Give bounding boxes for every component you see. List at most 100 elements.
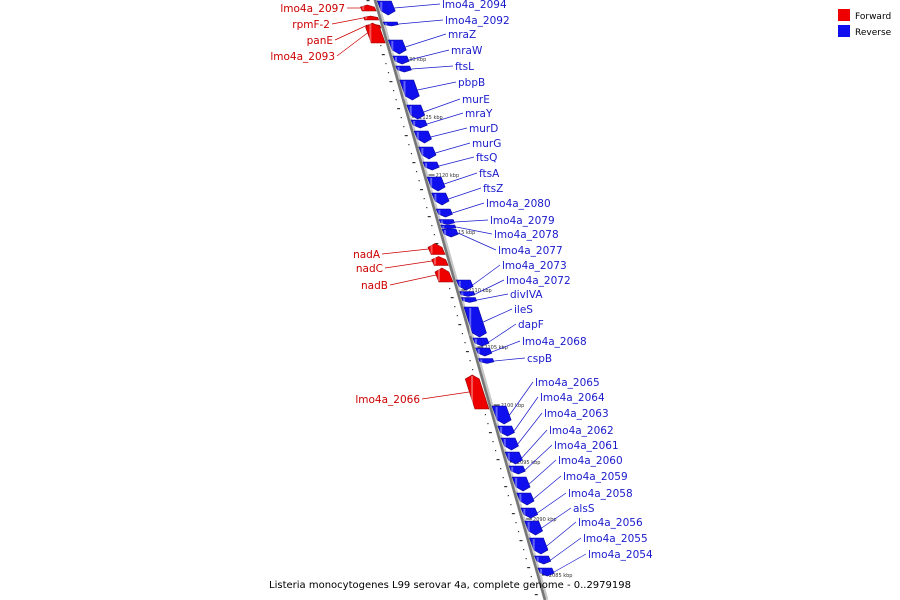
gene-arrow[interactable] xyxy=(534,555,552,565)
gene-label[interactable]: mraW xyxy=(451,45,483,57)
gene-mraW[interactable]: mraW xyxy=(392,45,483,65)
gene-label[interactable]: lmo4a_2073 xyxy=(502,260,567,272)
gene-label[interactable]: lmo4a_2061 xyxy=(554,440,619,452)
gene-murG[interactable]: murG xyxy=(418,138,502,160)
gene-label[interactable]: panE xyxy=(307,35,333,47)
gene-lmo4a_2064[interactable]: lmo4a_2064 xyxy=(497,392,605,437)
gene-dapF[interactable]: dapF xyxy=(472,319,544,347)
gene-label[interactable]: murE xyxy=(462,94,490,106)
gene-arrow[interactable] xyxy=(427,243,446,255)
gene-lmo4a_2080[interactable]: lmo4a_2080 xyxy=(435,198,551,218)
gene-label[interactable]: mraY xyxy=(465,108,493,120)
gene-arrow[interactable] xyxy=(511,476,531,492)
gene-lmo4a_2092[interactable]: lmo4a_2092 xyxy=(382,15,510,27)
gene-arrow[interactable] xyxy=(508,465,526,475)
gene-label[interactable]: nadC xyxy=(356,263,383,275)
gene-arrow[interactable] xyxy=(500,437,519,451)
gene-arrow[interactable] xyxy=(434,267,454,283)
gene-ftsL[interactable]: ftsL xyxy=(395,61,474,73)
gene-arrow[interactable] xyxy=(441,228,459,238)
gene-lmo4a_2059[interactable]: lmo4a_2059 xyxy=(516,471,628,506)
gene-label[interactable]: lmo4a_2078 xyxy=(494,229,559,241)
gene-nadA[interactable]: nadA xyxy=(353,243,446,262)
gene-label[interactable]: ftsZ xyxy=(483,183,503,195)
gene-arrow[interactable] xyxy=(516,492,535,506)
gene-arrow[interactable] xyxy=(431,256,449,266)
gene-lmo4a_2078[interactable]: lmo4a_2078 xyxy=(440,224,559,241)
gene-lmo4a_2061[interactable]: lmo4a_2061 xyxy=(508,440,619,475)
gene-lmo4a_2072[interactable]: lmo4a_2072 xyxy=(459,275,571,297)
gene-arrow[interactable] xyxy=(537,567,555,577)
gene-arrow[interactable] xyxy=(406,104,426,120)
gene-arrow[interactable] xyxy=(464,374,490,410)
gene-arrow[interactable] xyxy=(438,219,456,225)
gene-label[interactable]: murG xyxy=(472,138,501,150)
gene-arrow[interactable] xyxy=(392,55,410,65)
gene-arrow[interactable] xyxy=(395,65,412,73)
gene-lmo4a_2068[interactable]: lmo4a_2068 xyxy=(475,336,587,357)
gene-label[interactable]: lmo4a_2097 xyxy=(280,3,345,15)
gene-label[interactable]: divIVA xyxy=(510,289,543,301)
gene-ftsZ[interactable]: ftsZ xyxy=(431,183,504,206)
gene-label[interactable]: lmo4a_2077 xyxy=(498,245,563,257)
gene-label[interactable]: lmo4a_2093 xyxy=(270,51,335,63)
gene-arrow[interactable] xyxy=(520,507,539,519)
gene-lmo4a_2077[interactable]: lmo4a_2077 xyxy=(441,228,563,257)
gene-label[interactable]: mraZ xyxy=(448,29,476,41)
gene-label[interactable]: lmo4a_2058 xyxy=(568,488,633,500)
gene-label[interactable]: lmo4a_2062 xyxy=(549,425,614,437)
gene-arrow[interactable] xyxy=(524,520,543,536)
gene-label[interactable]: lmo4a_2079 xyxy=(490,215,555,227)
gene-label[interactable]: lmo4a_2065 xyxy=(535,377,600,389)
gene-nadC[interactable]: nadC xyxy=(356,256,449,276)
gene-arrow[interactable] xyxy=(455,279,474,291)
gene-mraZ[interactable]: mraZ xyxy=(387,29,476,55)
gene-label[interactable]: cspB xyxy=(527,353,552,365)
gene-arrow[interactable] xyxy=(431,192,450,206)
gene-ileS[interactable]: ileS xyxy=(463,304,533,338)
gene-arrow[interactable] xyxy=(376,0,396,16)
gene-lmo4a_2055[interactable]: lmo4a_2055 xyxy=(534,533,648,565)
gene-label[interactable]: nadB xyxy=(361,280,388,292)
gene-label[interactable]: alsS xyxy=(573,503,595,515)
gene-lmo4a_2066[interactable]: lmo4a_2066 xyxy=(355,374,490,410)
gene-label[interactable]: lmo4a_2094 xyxy=(442,0,507,11)
gene-lmo4a_2073[interactable]: lmo4a_2073 xyxy=(455,260,567,291)
gene-label[interactable]: ftsA xyxy=(479,168,500,180)
gene-murD[interactable]: murD xyxy=(413,123,498,144)
gene-lmo4a_2097[interactable]: lmo4a_2097 xyxy=(280,3,377,15)
gene-label[interactable]: pbpB xyxy=(458,77,485,89)
gene-lmo4a_2065[interactable]: lmo4a_2065 xyxy=(491,377,600,425)
gene-ftsA[interactable]: ftsA xyxy=(426,168,500,192)
gene-arrow[interactable] xyxy=(387,39,407,55)
gene-label[interactable]: lmo4a_2059 xyxy=(563,471,628,483)
gene-arrow[interactable] xyxy=(360,4,377,12)
gene-label[interactable]: lmo4a_2055 xyxy=(583,533,648,545)
gene-label[interactable]: lmo4a_2056 xyxy=(578,517,643,529)
gene-label[interactable]: lmo4a_2066 xyxy=(355,394,420,406)
gene-lmo4a_2063[interactable]: lmo4a_2063 xyxy=(500,408,609,451)
gene-label[interactable]: lmo4a_2060 xyxy=(558,455,623,467)
gene-pbpB[interactable]: pbpB xyxy=(399,77,486,101)
gene-label[interactable]: dapF xyxy=(518,319,544,331)
gene-cspB[interactable]: cspB xyxy=(478,353,553,365)
gene-lmo4a_2058[interactable]: lmo4a_2058 xyxy=(520,488,633,519)
gene-label[interactable]: ftsL xyxy=(455,61,474,73)
gene-label[interactable]: ileS xyxy=(514,304,533,316)
gene-divIVA[interactable]: divIVA xyxy=(460,289,543,303)
gene-lmo4a_2056[interactable]: lmo4a_2056 xyxy=(528,517,643,555)
gene-arrow[interactable] xyxy=(459,291,476,297)
gene-label[interactable]: ftsQ xyxy=(476,152,497,164)
gene-alsS[interactable]: alsS xyxy=(524,503,595,536)
gene-lmo4a_2062[interactable]: lmo4a_2062 xyxy=(504,425,614,465)
gene-lmo4a_2094[interactable]: lmo4a_2094 xyxy=(376,0,507,16)
gene-label[interactable]: lmo4a_2063 xyxy=(544,408,609,420)
gene-lmo4a_2054[interactable]: lmo4a_2054 xyxy=(537,549,653,577)
gene-mraY[interactable]: mraY xyxy=(410,108,493,129)
gene-label[interactable]: lmo4a_2064 xyxy=(540,392,605,404)
gene-label[interactable]: lmo4a_2080 xyxy=(486,198,551,210)
gene-arrow[interactable] xyxy=(478,358,495,364)
gene-arrow[interactable] xyxy=(399,79,420,101)
gene-arrow[interactable] xyxy=(440,224,457,230)
gene-arrow[interactable] xyxy=(435,208,453,218)
